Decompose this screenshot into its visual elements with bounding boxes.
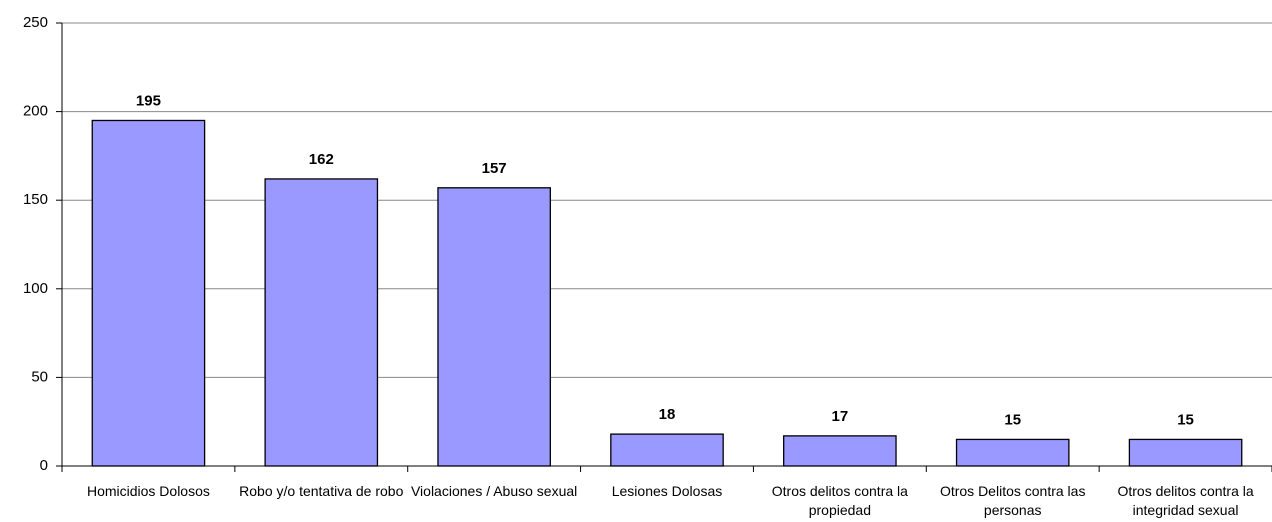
y-tick-label: 150 [23, 191, 48, 208]
value-label: 195 [136, 92, 161, 109]
y-tick-label: 50 [31, 368, 48, 385]
value-label: 157 [482, 160, 507, 177]
x-tick-label: Robo y/o tentativa de robo [239, 483, 404, 499]
x-tick-label: Lesiones Dolosas [611, 483, 723, 499]
bar [91, 119, 206, 467]
bar [264, 178, 379, 467]
x-tick-label: Violaciones / Abuso sexual [410, 483, 578, 499]
x-tick-label: Otros delitos contra la integridad sexua… [1117, 483, 1254, 518]
x-tick-label: Homicidios Dolosos [86, 483, 210, 499]
y-tick-label: 250 [23, 14, 48, 31]
value-label: 15 [1004, 411, 1021, 428]
y-tick-label: 200 [23, 103, 48, 120]
bar [1128, 438, 1243, 467]
bar [610, 433, 724, 467]
value-label: 162 [309, 151, 334, 168]
bar [437, 187, 551, 467]
value-label: 15 [1177, 411, 1194, 428]
value-label: 18 [659, 406, 676, 423]
y-tick-label: 0 [40, 457, 48, 474]
y-tick-label: 100 [23, 280, 48, 297]
x-tick-label: Otros Delitos contra las personas [939, 483, 1086, 518]
bar [955, 438, 1070, 467]
x-tick-label: Otros delitos contra la propiedad [771, 483, 908, 518]
value-label: 17 [832, 408, 849, 425]
bar [783, 435, 897, 467]
